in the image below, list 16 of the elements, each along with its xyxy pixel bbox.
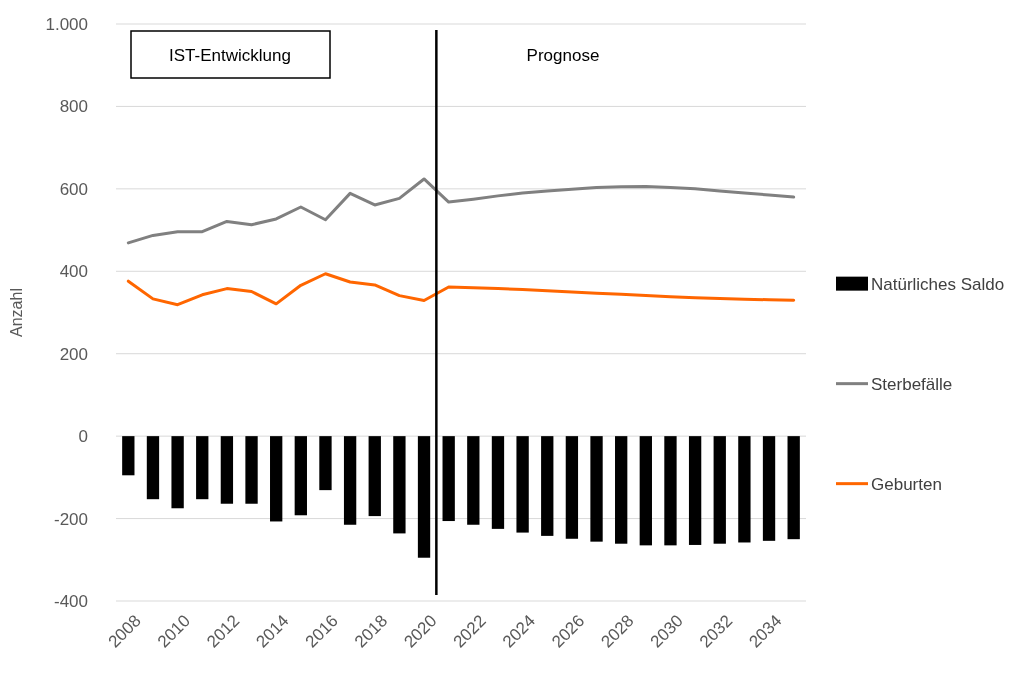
- y-tick-label: 200: [59, 344, 88, 364]
- y-tick-label: -200: [53, 509, 88, 529]
- legend-label: Natürliches Saldo: [871, 274, 1005, 294]
- y-tick-label: 400: [59, 262, 88, 282]
- y-tick-label: 600: [59, 179, 88, 199]
- line-series: [126, 177, 796, 245]
- legend-label: Geburten: [871, 474, 942, 494]
- annotation: Prognose: [526, 45, 600, 65]
- legend-label: Sterbefälle: [871, 374, 953, 394]
- y-tick-label: 0: [78, 427, 88, 447]
- y-axis-title: Anzahl: [8, 288, 25, 337]
- y-tick-label: -400: [53, 591, 88, 611]
- line-series: [126, 272, 796, 307]
- y-tick-label: 1.000: [45, 14, 88, 34]
- y-tick-label: 800: [59, 97, 88, 117]
- annotation: IST-Entwicklung: [169, 45, 291, 65]
